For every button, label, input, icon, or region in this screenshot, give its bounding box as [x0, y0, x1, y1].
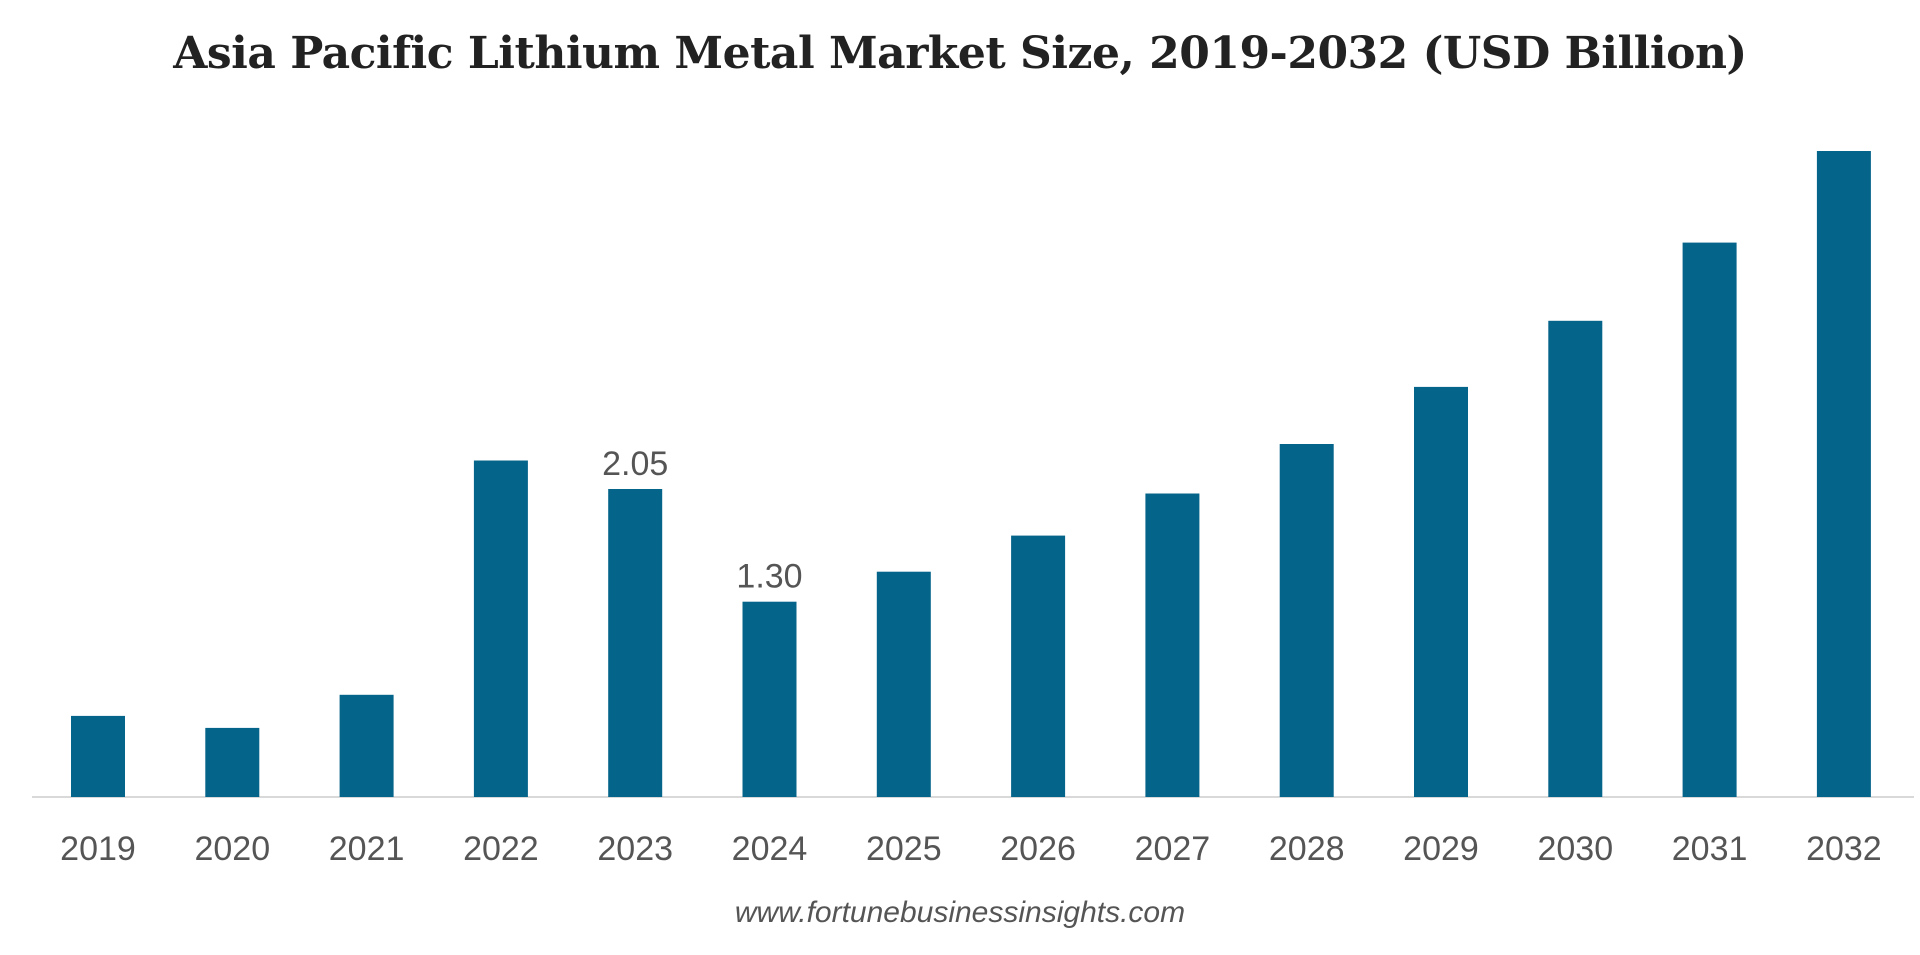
data-labels-group: 2.05 1.30	[602, 445, 802, 596]
x-tick-label-2028: 2028	[1269, 830, 1345, 868]
source-note: www.fortunebusinessinsights.com	[734, 896, 1186, 929]
x-tick-label-2026: 2026	[1000, 830, 1076, 868]
bar-2019	[71, 715, 125, 797]
bar-2023	[608, 489, 663, 797]
bar-2029	[1414, 386, 1468, 797]
x-tick-label-2019: 2019	[60, 830, 136, 868]
bar-2025	[876, 571, 931, 797]
x-tick-label-2020: 2020	[194, 830, 270, 868]
chart-title: Asia Pacific Lithium Metal Market Size, …	[173, 28, 1747, 79]
bar-2030	[1548, 320, 1603, 797]
bar-2026	[1011, 535, 1066, 797]
x-tick-label-2029: 2029	[1403, 830, 1479, 868]
x-tick-label-2022: 2022	[463, 830, 539, 868]
x-tick-label-2030: 2030	[1537, 830, 1613, 868]
x-tick-label-2021: 2021	[329, 830, 405, 868]
data-label-2023: 2.05	[602, 445, 668, 483]
bars-group	[71, 151, 1871, 798]
bar-2020	[205, 727, 260, 797]
x-tick-labels: 2019 2020 2021 2022 2023 2024 2025 2026 2027 2028…	[60, 830, 1882, 868]
bar-2028	[1279, 444, 1334, 797]
x-tick-label-2027: 2027	[1135, 830, 1211, 868]
x-tick-label-2023: 2023	[597, 830, 673, 868]
bar-2021	[339, 694, 394, 797]
x-tick-label-2024: 2024	[732, 830, 808, 868]
bar-2032	[1816, 151, 1871, 797]
bar-2022	[473, 460, 528, 797]
bar-2027	[1145, 493, 1200, 797]
x-tick-label-2025: 2025	[866, 830, 942, 868]
bar-2031	[1682, 242, 1737, 798]
bar-2024	[742, 601, 797, 797]
data-label-2024: 1.30	[736, 558, 802, 596]
x-tick-label-2032: 2032	[1806, 830, 1882, 868]
x-tick-label-2031: 2031	[1672, 830, 1748, 868]
